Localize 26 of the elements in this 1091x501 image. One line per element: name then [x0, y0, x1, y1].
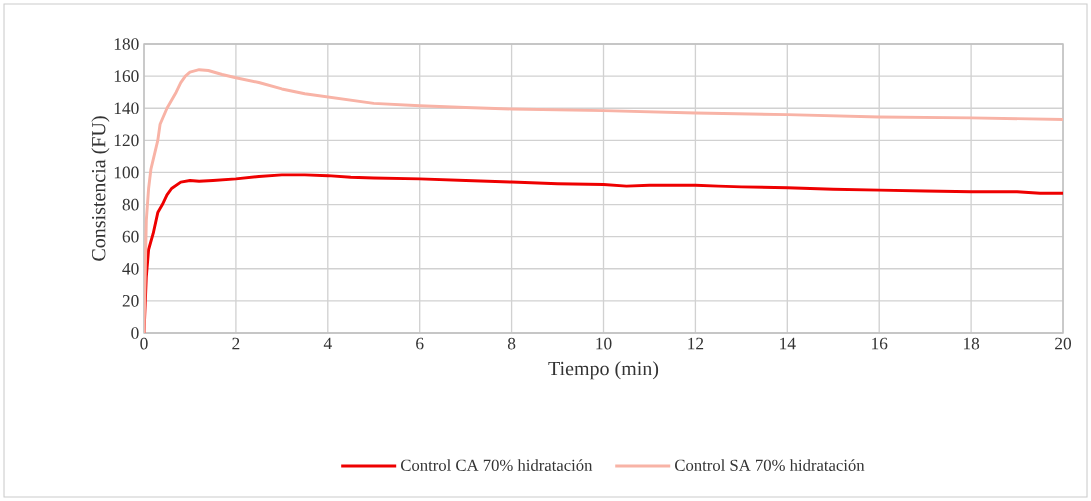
x-tick-label: 8: [507, 337, 516, 350]
y-tick-label: 100: [114, 166, 139, 179]
y-tick-label: 60: [122, 230, 139, 243]
line-series: [144, 173, 1064, 333]
y-tick-label: 120: [114, 134, 139, 147]
x-tick-label: 12: [688, 337, 704, 350]
x-tick-label: 16: [872, 337, 888, 350]
x-tick-label: 0: [140, 337, 148, 350]
x-tick-label: 10: [596, 337, 612, 350]
y-tick-label: 0: [131, 327, 139, 339]
x-tick-label: 14: [780, 337, 796, 350]
x-tick-label: 6: [416, 337, 424, 350]
y-tick-label: 40: [122, 262, 139, 275]
y-tick-label: 80: [122, 198, 139, 211]
y-axis-title: Consistencia (FU): [91, 116, 110, 261]
x-tick-label: 4: [323, 337, 332, 350]
legend-label: Control CA 70% hidratación: [401, 459, 593, 471]
x-tick-label: 18: [963, 337, 980, 350]
y-tick-label: 180: [114, 38, 139, 50]
y-tick-label: 160: [114, 70, 139, 82]
y-tick-label: 20: [122, 295, 139, 307]
legend-label: Control SA 70% hidratación: [675, 459, 865, 471]
x-tick-label: 20: [1055, 337, 1072, 350]
x-axis-title: Tiempo (min): [548, 361, 659, 380]
y-tick-label: 140: [114, 102, 139, 115]
x-tick-label: 2: [232, 337, 240, 350]
